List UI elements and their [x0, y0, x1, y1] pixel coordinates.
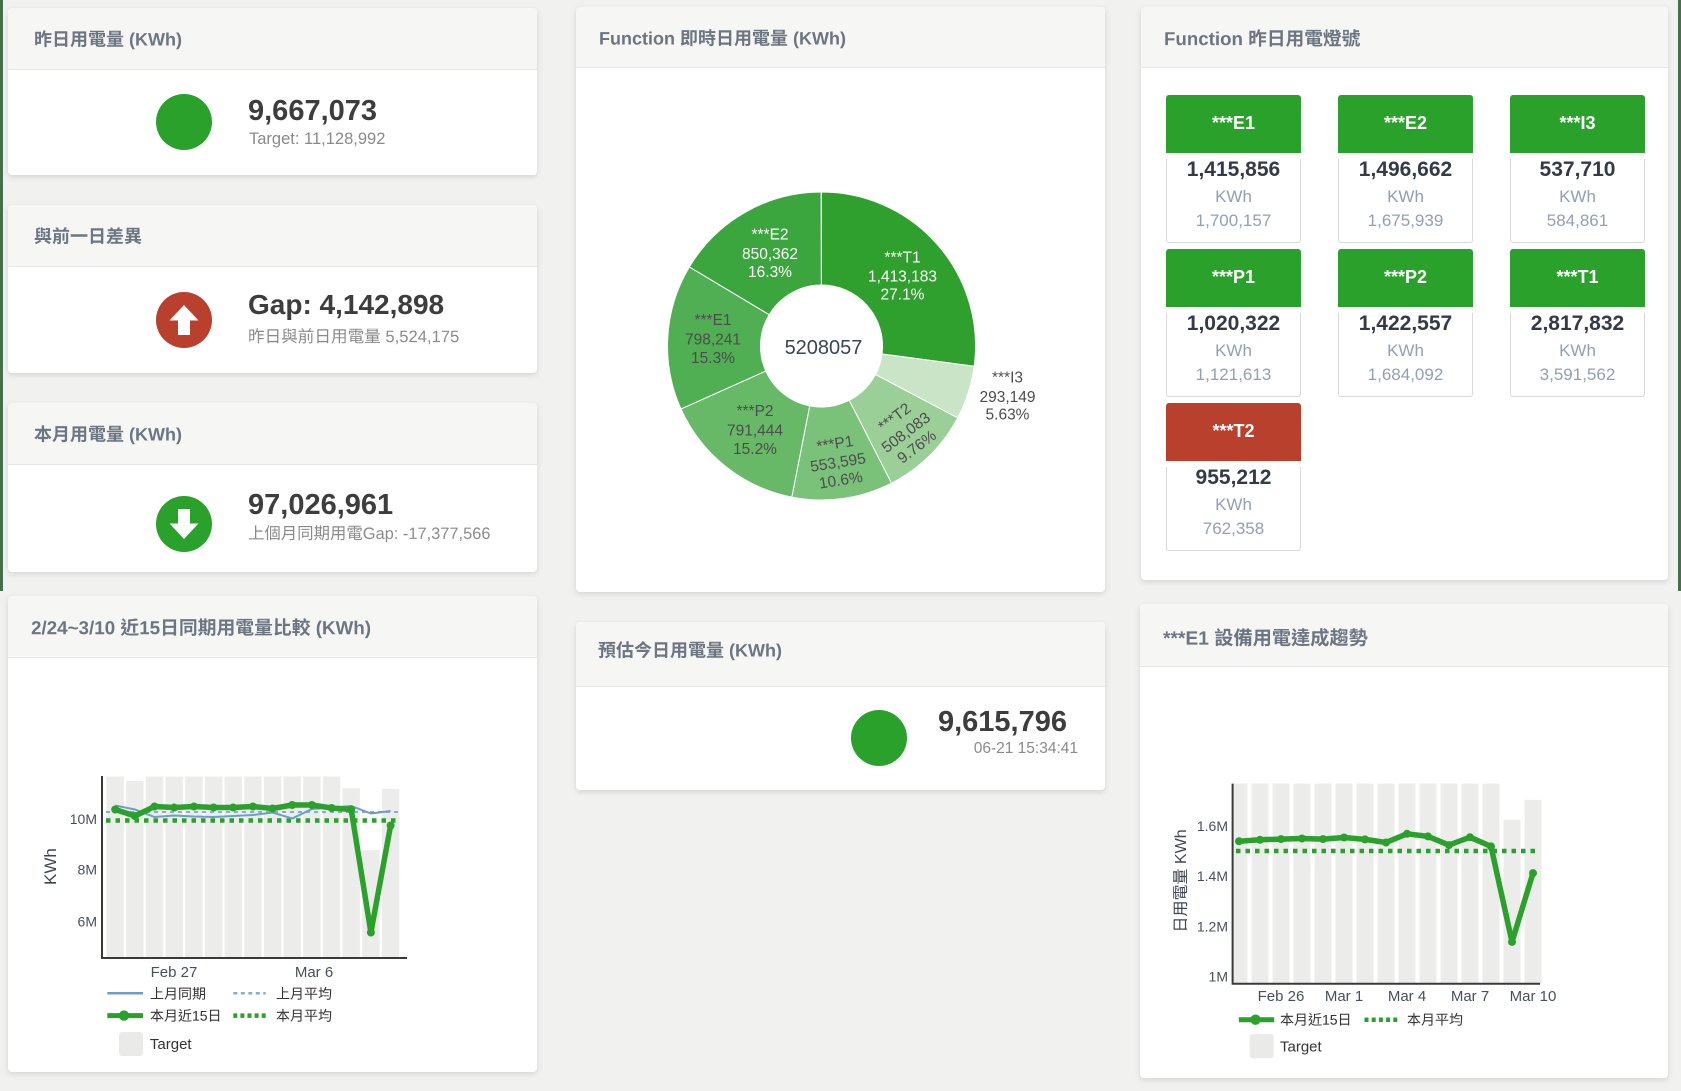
svg-text:***I3: ***I3 [992, 370, 1023, 387]
svg-text:1M: 1M [1209, 969, 1228, 985]
svg-text:***E2: ***E2 [751, 227, 788, 244]
svg-text:5.63%: 5.63% [986, 407, 1030, 424]
svg-text:Feb 27: Feb 27 [151, 964, 198, 981]
svg-text:27.1%: 27.1% [881, 287, 925, 304]
svg-text:1.2M: 1.2M [1197, 918, 1228, 934]
svg-text:1.4M: 1.4M [1197, 868, 1228, 884]
svg-text:Mar 4: Mar 4 [1388, 988, 1426, 1005]
svg-text:850,362: 850,362 [742, 246, 798, 263]
svg-text:Mar 6: Mar 6 [295, 964, 333, 981]
svg-text:15.3%: 15.3% [691, 350, 735, 367]
svg-text:Mar 7: Mar 7 [1451, 988, 1489, 1005]
svg-text:***T1: ***T1 [884, 250, 920, 267]
svg-text:Mar 10: Mar 10 [1510, 988, 1557, 1005]
svg-text:798,241: 798,241 [685, 332, 741, 349]
svg-text:8M: 8M [78, 861, 97, 877]
svg-text:791,444: 791,444 [727, 423, 783, 440]
svg-text:1,413,183: 1,413,183 [868, 269, 937, 286]
svg-text:15.2%: 15.2% [733, 441, 777, 458]
svg-text:Feb 26: Feb 26 [1258, 988, 1305, 1005]
svg-text:Target: Target [1280, 1039, 1323, 1056]
svg-text:Mar 1: Mar 1 [1325, 988, 1363, 1005]
svg-text:***P1: ***P1 [815, 433, 854, 456]
svg-text:293,149: 293,149 [979, 389, 1035, 406]
svg-text:16.3%: 16.3% [748, 264, 792, 281]
svg-text:10.6%: 10.6% [818, 469, 864, 493]
svg-text:***P2: ***P2 [736, 403, 773, 420]
svg-text:1.6M: 1.6M [1197, 818, 1228, 834]
svg-text:5208057: 5208057 [785, 337, 863, 359]
svg-text:10M: 10M [70, 811, 97, 827]
svg-text:6M: 6M [78, 914, 97, 930]
svg-text:Target: Target [150, 1036, 193, 1053]
svg-text:***E1: ***E1 [694, 312, 731, 329]
